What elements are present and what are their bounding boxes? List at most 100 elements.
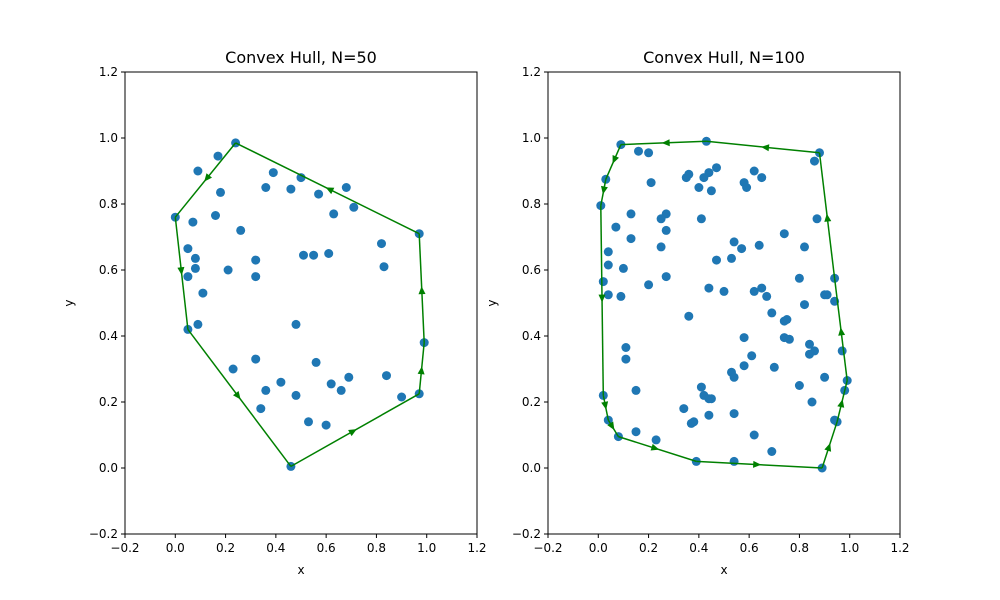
data-point: [696, 382, 706, 392]
data-point: [651, 435, 661, 445]
data-point: [794, 273, 804, 283]
data-point: [706, 186, 716, 196]
x-tick-label: 0.4: [689, 541, 708, 555]
data-point: [228, 364, 238, 374]
data-point: [661, 225, 671, 235]
hull-direction-arrow: [348, 429, 357, 437]
data-point: [286, 184, 296, 194]
data-point: [767, 447, 777, 456]
x-axis-label: x: [297, 563, 304, 577]
data-point: [616, 291, 626, 301]
data-point: [251, 255, 261, 265]
x-tick-label: 0.8: [367, 541, 386, 555]
x-tick-label: 1.2: [467, 541, 486, 555]
data-point: [706, 394, 716, 404]
data-point: [634, 146, 643, 156]
y-ticks: −0.2 0.0 0.2 0.4 0.6 0.8 1.0 1.2: [89, 65, 125, 541]
data-point: [679, 404, 689, 414]
data-point: [704, 410, 714, 420]
hull-direction-arrow: [418, 286, 426, 295]
data-point: [621, 354, 631, 364]
data-point: [661, 272, 671, 282]
data-point: [314, 189, 324, 199]
data-point: [684, 311, 694, 321]
data-point: [712, 255, 721, 265]
data-point: [626, 234, 636, 244]
data-point: [631, 385, 641, 395]
data-point: [268, 168, 278, 178]
data-point: [223, 265, 233, 275]
data-point: [782, 315, 792, 324]
y-tick-label: 0.8: [522, 197, 541, 211]
data-point: [656, 242, 666, 252]
data-point: [742, 183, 752, 192]
hull-direction-arrow: [612, 155, 619, 164]
data-point: [737, 244, 747, 254]
data-point: [689, 417, 699, 427]
subplot-marks: [170, 138, 429, 471]
y-ticks: −0.2 0.0 0.2 0.4 0.6 0.8 1.0 1.2: [512, 65, 548, 541]
data-point: [757, 173, 767, 183]
data-point: [729, 456, 739, 466]
data-point: [336, 385, 346, 395]
data-point: [341, 183, 351, 192]
y-tick-label: 1.0: [522, 131, 541, 145]
data-point: [261, 385, 271, 395]
data-point: [646, 178, 656, 188]
data-point: [626, 209, 636, 219]
data-point: [767, 308, 777, 318]
data-point: [291, 319, 301, 329]
data-point: [794, 381, 804, 390]
y-tick-label: 0.6: [99, 263, 118, 277]
y-tick-label: 1.2: [522, 65, 541, 79]
y-axis-label: y: [485, 299, 499, 306]
data-point: [805, 349, 814, 359]
x-tick-label: 1.0: [417, 541, 436, 555]
x-ticks: −0.2 0.0 0.2 0.4 0.6 0.8 1.0 1.2: [533, 534, 910, 555]
y-tick-label: 0.0: [522, 461, 541, 475]
y-tick-label: 1.2: [99, 65, 118, 79]
data-point: [251, 272, 261, 282]
data-point: [611, 222, 621, 232]
y-axis-label: y: [62, 299, 76, 306]
hull-direction-arrow: [824, 213, 832, 222]
data-point: [291, 390, 301, 400]
data-point: [784, 334, 794, 344]
data-point: [329, 209, 339, 219]
data-point: [729, 237, 739, 247]
hull-direction-arrow: [838, 327, 846, 336]
x-tick-label: −0.2: [533, 541, 562, 555]
hull-direction-arrow: [837, 399, 845, 408]
data-point: [216, 187, 225, 197]
data-point: [769, 362, 779, 372]
data-point: [213, 151, 223, 161]
x-tick-label: 0.8: [790, 541, 809, 555]
data-point: [198, 288, 208, 298]
y-tick-label: 0.4: [522, 329, 541, 343]
y-tick-label: 0.0: [99, 461, 118, 475]
data-point: [712, 163, 721, 173]
data-point: [727, 253, 736, 263]
subplot-title: Convex Hull, N=100: [643, 48, 805, 67]
data-point: [779, 229, 789, 239]
x-ticks: −0.2 0.0 0.2 0.4 0.6 0.8 1.0 1.2: [110, 534, 487, 555]
data-point: [800, 242, 809, 252]
hull-direction-arrow: [417, 366, 425, 375]
hull-direction-arrow: [661, 139, 670, 147]
data-point: [749, 286, 759, 296]
data-point: [324, 249, 334, 258]
hull-direction-arrow: [325, 187, 335, 195]
hull-direction-arrow: [650, 443, 660, 451]
data-point: [656, 214, 666, 224]
data-point: [304, 417, 313, 427]
data-point: [603, 260, 613, 270]
data-point: [719, 286, 729, 296]
y-tick-label: 0.2: [522, 395, 541, 409]
hull-direction-arrow: [233, 391, 241, 400]
data-point: [251, 354, 261, 364]
data-point: [696, 214, 706, 224]
data-point: [631, 427, 641, 437]
data-point: [190, 263, 200, 273]
data-point: [188, 217, 198, 227]
hull-direction-arrow: [601, 185, 608, 195]
